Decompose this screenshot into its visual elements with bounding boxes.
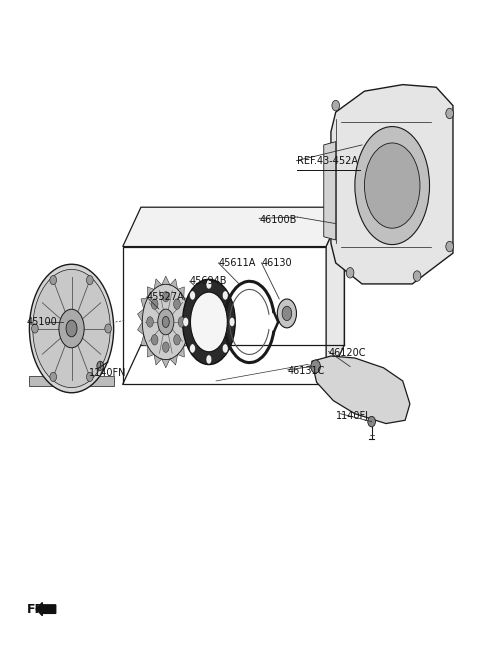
Ellipse shape bbox=[174, 334, 180, 345]
Ellipse shape bbox=[182, 279, 235, 365]
Polygon shape bbox=[123, 207, 344, 246]
Ellipse shape bbox=[29, 264, 114, 393]
Polygon shape bbox=[154, 355, 162, 365]
Ellipse shape bbox=[446, 108, 454, 119]
Ellipse shape bbox=[332, 101, 339, 111]
Polygon shape bbox=[138, 322, 144, 335]
Polygon shape bbox=[188, 322, 194, 335]
Polygon shape bbox=[29, 376, 114, 386]
Ellipse shape bbox=[59, 309, 84, 348]
Ellipse shape bbox=[368, 417, 375, 427]
Polygon shape bbox=[184, 335, 191, 346]
Text: 45527A: 45527A bbox=[147, 292, 184, 302]
Ellipse shape bbox=[178, 317, 185, 327]
Ellipse shape bbox=[355, 127, 430, 244]
Polygon shape bbox=[178, 346, 184, 357]
Ellipse shape bbox=[147, 317, 154, 327]
Polygon shape bbox=[162, 276, 170, 285]
Ellipse shape bbox=[162, 342, 169, 352]
Ellipse shape bbox=[346, 267, 354, 278]
Ellipse shape bbox=[162, 317, 169, 327]
Ellipse shape bbox=[97, 361, 104, 371]
Polygon shape bbox=[324, 142, 336, 240]
Polygon shape bbox=[178, 287, 184, 298]
Ellipse shape bbox=[174, 299, 180, 309]
Text: 45694B: 45694B bbox=[190, 276, 227, 286]
Polygon shape bbox=[154, 279, 162, 289]
Text: 46120C: 46120C bbox=[328, 348, 366, 359]
Ellipse shape bbox=[50, 373, 57, 382]
Text: 1140FN: 1140FN bbox=[89, 368, 127, 378]
Polygon shape bbox=[147, 287, 154, 298]
Text: 1140FJ: 1140FJ bbox=[336, 411, 369, 420]
Ellipse shape bbox=[151, 299, 158, 309]
Ellipse shape bbox=[32, 324, 38, 333]
Polygon shape bbox=[188, 309, 194, 322]
Text: FR.: FR. bbox=[27, 602, 50, 616]
Polygon shape bbox=[331, 85, 453, 284]
Ellipse shape bbox=[222, 344, 228, 353]
Ellipse shape bbox=[206, 280, 212, 289]
Text: 46130: 46130 bbox=[262, 258, 292, 268]
Ellipse shape bbox=[158, 309, 174, 335]
Polygon shape bbox=[184, 298, 191, 309]
Text: 46100B: 46100B bbox=[259, 215, 297, 225]
Polygon shape bbox=[170, 279, 178, 289]
Polygon shape bbox=[162, 359, 170, 368]
Ellipse shape bbox=[364, 143, 420, 228]
Text: 45100: 45100 bbox=[27, 317, 58, 327]
Ellipse shape bbox=[66, 320, 77, 337]
Ellipse shape bbox=[191, 292, 228, 351]
Polygon shape bbox=[326, 207, 344, 384]
Ellipse shape bbox=[190, 291, 195, 300]
Polygon shape bbox=[138, 309, 144, 322]
Ellipse shape bbox=[190, 344, 195, 353]
Polygon shape bbox=[312, 356, 410, 424]
Ellipse shape bbox=[222, 291, 228, 300]
Ellipse shape bbox=[162, 292, 169, 302]
Ellipse shape bbox=[206, 355, 212, 364]
Ellipse shape bbox=[142, 284, 190, 359]
Polygon shape bbox=[141, 298, 148, 309]
Ellipse shape bbox=[105, 324, 111, 333]
Polygon shape bbox=[147, 346, 154, 357]
Ellipse shape bbox=[86, 275, 93, 284]
Ellipse shape bbox=[282, 306, 292, 321]
Ellipse shape bbox=[229, 317, 235, 327]
Ellipse shape bbox=[183, 317, 189, 327]
Polygon shape bbox=[170, 355, 178, 365]
Text: 46131C: 46131C bbox=[288, 366, 325, 376]
Text: 45611A: 45611A bbox=[218, 258, 256, 268]
Text: REF.43-452A: REF.43-452A bbox=[298, 156, 359, 166]
Ellipse shape bbox=[33, 269, 110, 388]
Ellipse shape bbox=[277, 299, 297, 328]
Ellipse shape bbox=[311, 360, 321, 373]
Ellipse shape bbox=[446, 241, 454, 252]
Ellipse shape bbox=[86, 373, 93, 382]
Polygon shape bbox=[141, 335, 148, 346]
FancyArrow shape bbox=[36, 602, 56, 616]
Ellipse shape bbox=[151, 334, 158, 345]
Ellipse shape bbox=[413, 271, 421, 281]
Ellipse shape bbox=[50, 275, 57, 284]
